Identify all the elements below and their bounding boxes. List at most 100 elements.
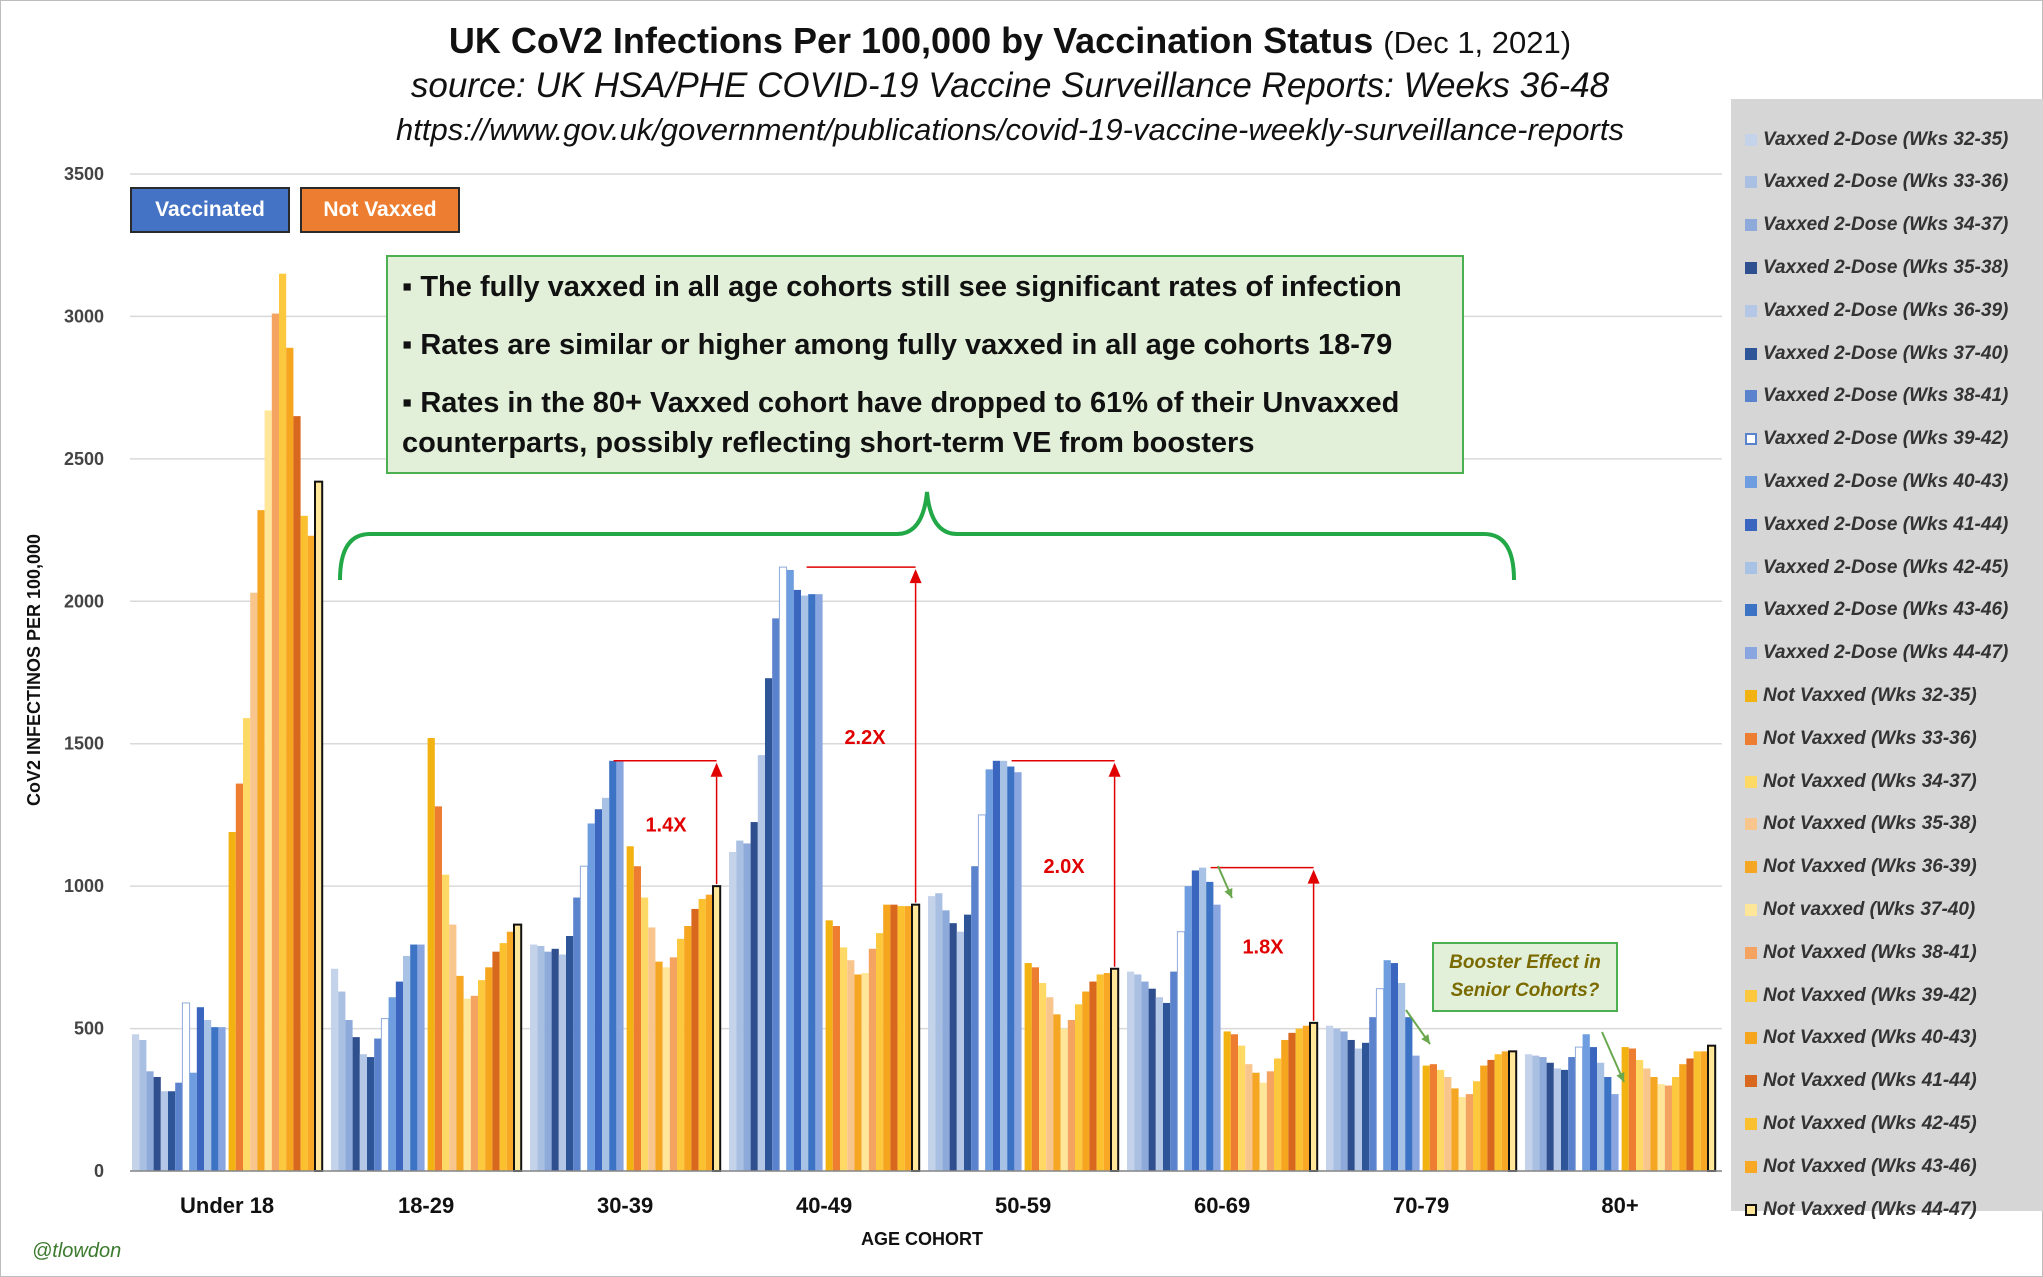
legend-swatch <box>1745 561 1757 574</box>
legend-label: Not vaxxed (Wks 37-40) <box>1763 898 1976 920</box>
vaccinated-badge: Vaccinated <box>130 187 290 233</box>
legend-label: Not Vaxxed (Wks 44-47) <box>1763 1198 1977 1220</box>
bar-vaccinated <box>964 914 972 1171</box>
legend-swatch <box>1745 689 1757 702</box>
bar-vaccinated <box>551 948 559 1171</box>
bar-not-vaxxed <box>1664 1085 1672 1171</box>
bar-vaccinated <box>1191 870 1199 1171</box>
bar-vaccinated <box>1163 1002 1171 1171</box>
bar-not-vaxxed <box>449 924 457 1171</box>
bar-not-vaxxed <box>825 920 833 1171</box>
bar-not-vaxxed <box>478 980 486 1171</box>
bar-vaccinated <box>992 760 1000 1171</box>
bar-vaccinated <box>949 923 957 1171</box>
bar-vaccinated <box>196 1007 204 1171</box>
bar-not-vaxxed <box>228 832 236 1171</box>
legend-label: Vaxxed 2-Dose (Wks 33-36) <box>1763 171 2009 193</box>
ratio-label: 2.2X <box>844 727 886 749</box>
bar-not-vaxxed <box>876 933 884 1171</box>
legend-swatch <box>1745 219 1757 232</box>
legend-swatch <box>1745 818 1757 831</box>
bar-vaccinated <box>395 981 403 1171</box>
bar-vaccinated <box>1347 1039 1355 1171</box>
legend-item: Not Vaxxed (Wks 43-46) <box>1745 1145 1977 1188</box>
legend-swatch <box>1745 433 1757 446</box>
bar-not-vaxxed <box>293 416 301 1172</box>
bar-vaccinated <box>367 1057 375 1171</box>
legend-item: Not Vaxxed (Wks 34-37) <box>1745 760 1977 803</box>
axes-group: 0 500 1000 1500 2000 2500 3000 3500 Under 18 18-2… <box>24 164 1722 1249</box>
bar-vaccinated <box>153 1076 161 1171</box>
bar-not-vaxxed <box>513 923 523 1172</box>
bar-vaccinated <box>1184 886 1192 1171</box>
legend-swatch <box>1745 946 1757 959</box>
bar-vaccinated <box>801 595 809 1171</box>
bar-vaccinated <box>1176 931 1186 1172</box>
bar-vaccinated <box>985 769 993 1171</box>
legend-item: Vaxxed 2-Dose (Wks 41-44) <box>1745 503 2008 546</box>
bar-not-vaxxed <box>434 806 442 1171</box>
bar-vaccinated <box>1155 997 1163 1171</box>
bar-not-vaxxed <box>271 313 279 1172</box>
legend-swatch <box>1745 1160 1757 1173</box>
legend-label: Not Vaxxed (Wks 41-44) <box>1763 1070 1977 1092</box>
bar-vaccinated <box>573 897 581 1171</box>
bar-vaccinated <box>352 1037 360 1171</box>
legend-label: Not Vaxxed (Wks 40-43) <box>1763 1027 1977 1049</box>
note-item: ▪ Rates in the 80+ Vaxxed cohort have dr… <box>402 387 1400 459</box>
bar-not-vaxxed <box>1700 1051 1708 1171</box>
bar-not-vaxxed <box>485 967 493 1171</box>
bar-not-vaxxed <box>1672 1076 1680 1171</box>
bar-vaccinated <box>579 865 589 1172</box>
legend-label: Vaxxed 2-Dose (Wks 40-43) <box>1763 470 2009 492</box>
bar-not-vaxxed <box>1458 1096 1466 1171</box>
booster-arrow-head <box>1421 1034 1430 1044</box>
bar-not-vaxxed <box>1707 1044 1717 1172</box>
legend-item: Not Vaxxed (Wks 40-43) <box>1745 1017 1977 1060</box>
bar-vaccinated <box>388 997 396 1171</box>
legend-label: Not Vaxxed (Wks 43-46) <box>1763 1155 1977 1177</box>
bar-vaccinated <box>211 1027 219 1171</box>
bar-not-vaxxed <box>1686 1058 1694 1171</box>
booster-note-text: Booster Effect in Senior Cohorts? <box>1449 952 1601 1001</box>
legend-item: Vaxxed 2-Dose (Wks 36-39) <box>1745 289 2008 332</box>
bar-vaccinated <box>1354 1048 1362 1171</box>
bar-vaccinated <box>1597 1062 1605 1171</box>
bar-vaccinated <box>359 1054 367 1171</box>
bar-vaccinated <box>160 1091 168 1171</box>
bar-vaccinated <box>1539 1057 1547 1171</box>
legend-swatch <box>1745 1203 1757 1216</box>
bar-vaccinated <box>558 954 566 1171</box>
bar-not-vaxxed <box>1245 1064 1253 1171</box>
notes-box: ▪ The fully vaxxed in all age cohorts st… <box>386 255 1464 474</box>
bar-vaccinated <box>616 760 624 1171</box>
bar-not-vaxxed <box>712 885 722 1173</box>
bar-not-vaxxed <box>1494 1054 1502 1171</box>
bar-not-vaxxed <box>1444 1076 1452 1171</box>
bar-vaccinated <box>736 840 744 1171</box>
bar-not-vaxxed <box>698 898 706 1171</box>
bar-not-vaxxed <box>1473 1081 1481 1171</box>
title-main-text: UK CoV2 Infections Per 100,000 by Vaccin… <box>448 20 1374 61</box>
bar-vaccinated <box>1134 974 1142 1171</box>
bar-not-vaxxed <box>641 897 649 1171</box>
title-date: (Dec 1, 2021) <box>1383 25 1572 60</box>
bar-not-vaxxed <box>1274 1058 1282 1171</box>
bar-not-vaxxed <box>307 535 315 1171</box>
bar-vaccinated <box>530 944 538 1171</box>
legend-label: Vaxxed 2-Dose (Wks 34-37) <box>1763 214 2009 236</box>
bar-vaccinated <box>1148 988 1156 1171</box>
ratio-arrow-head <box>1307 869 1320 884</box>
legend-item: Not Vaxxed (Wks 44-47) <box>1745 1188 1977 1231</box>
bar-not-vaxxed <box>499 943 507 1171</box>
bar-not-vaxxed <box>1230 1034 1238 1171</box>
bar-vaccinated <box>189 1072 197 1171</box>
bar-vaccinated <box>146 1071 154 1171</box>
legend-item: Not Vaxxed (Wks 32-35) <box>1745 674 1977 717</box>
bar-not-vaxxed <box>243 718 251 1171</box>
legend-item: Not Vaxxed (Wks 41-44) <box>1745 1060 1977 1103</box>
bar-not-vaxxed <box>648 927 656 1171</box>
bar-not-vaxxed <box>1295 1028 1303 1171</box>
ratio-arrow-head <box>909 569 922 584</box>
